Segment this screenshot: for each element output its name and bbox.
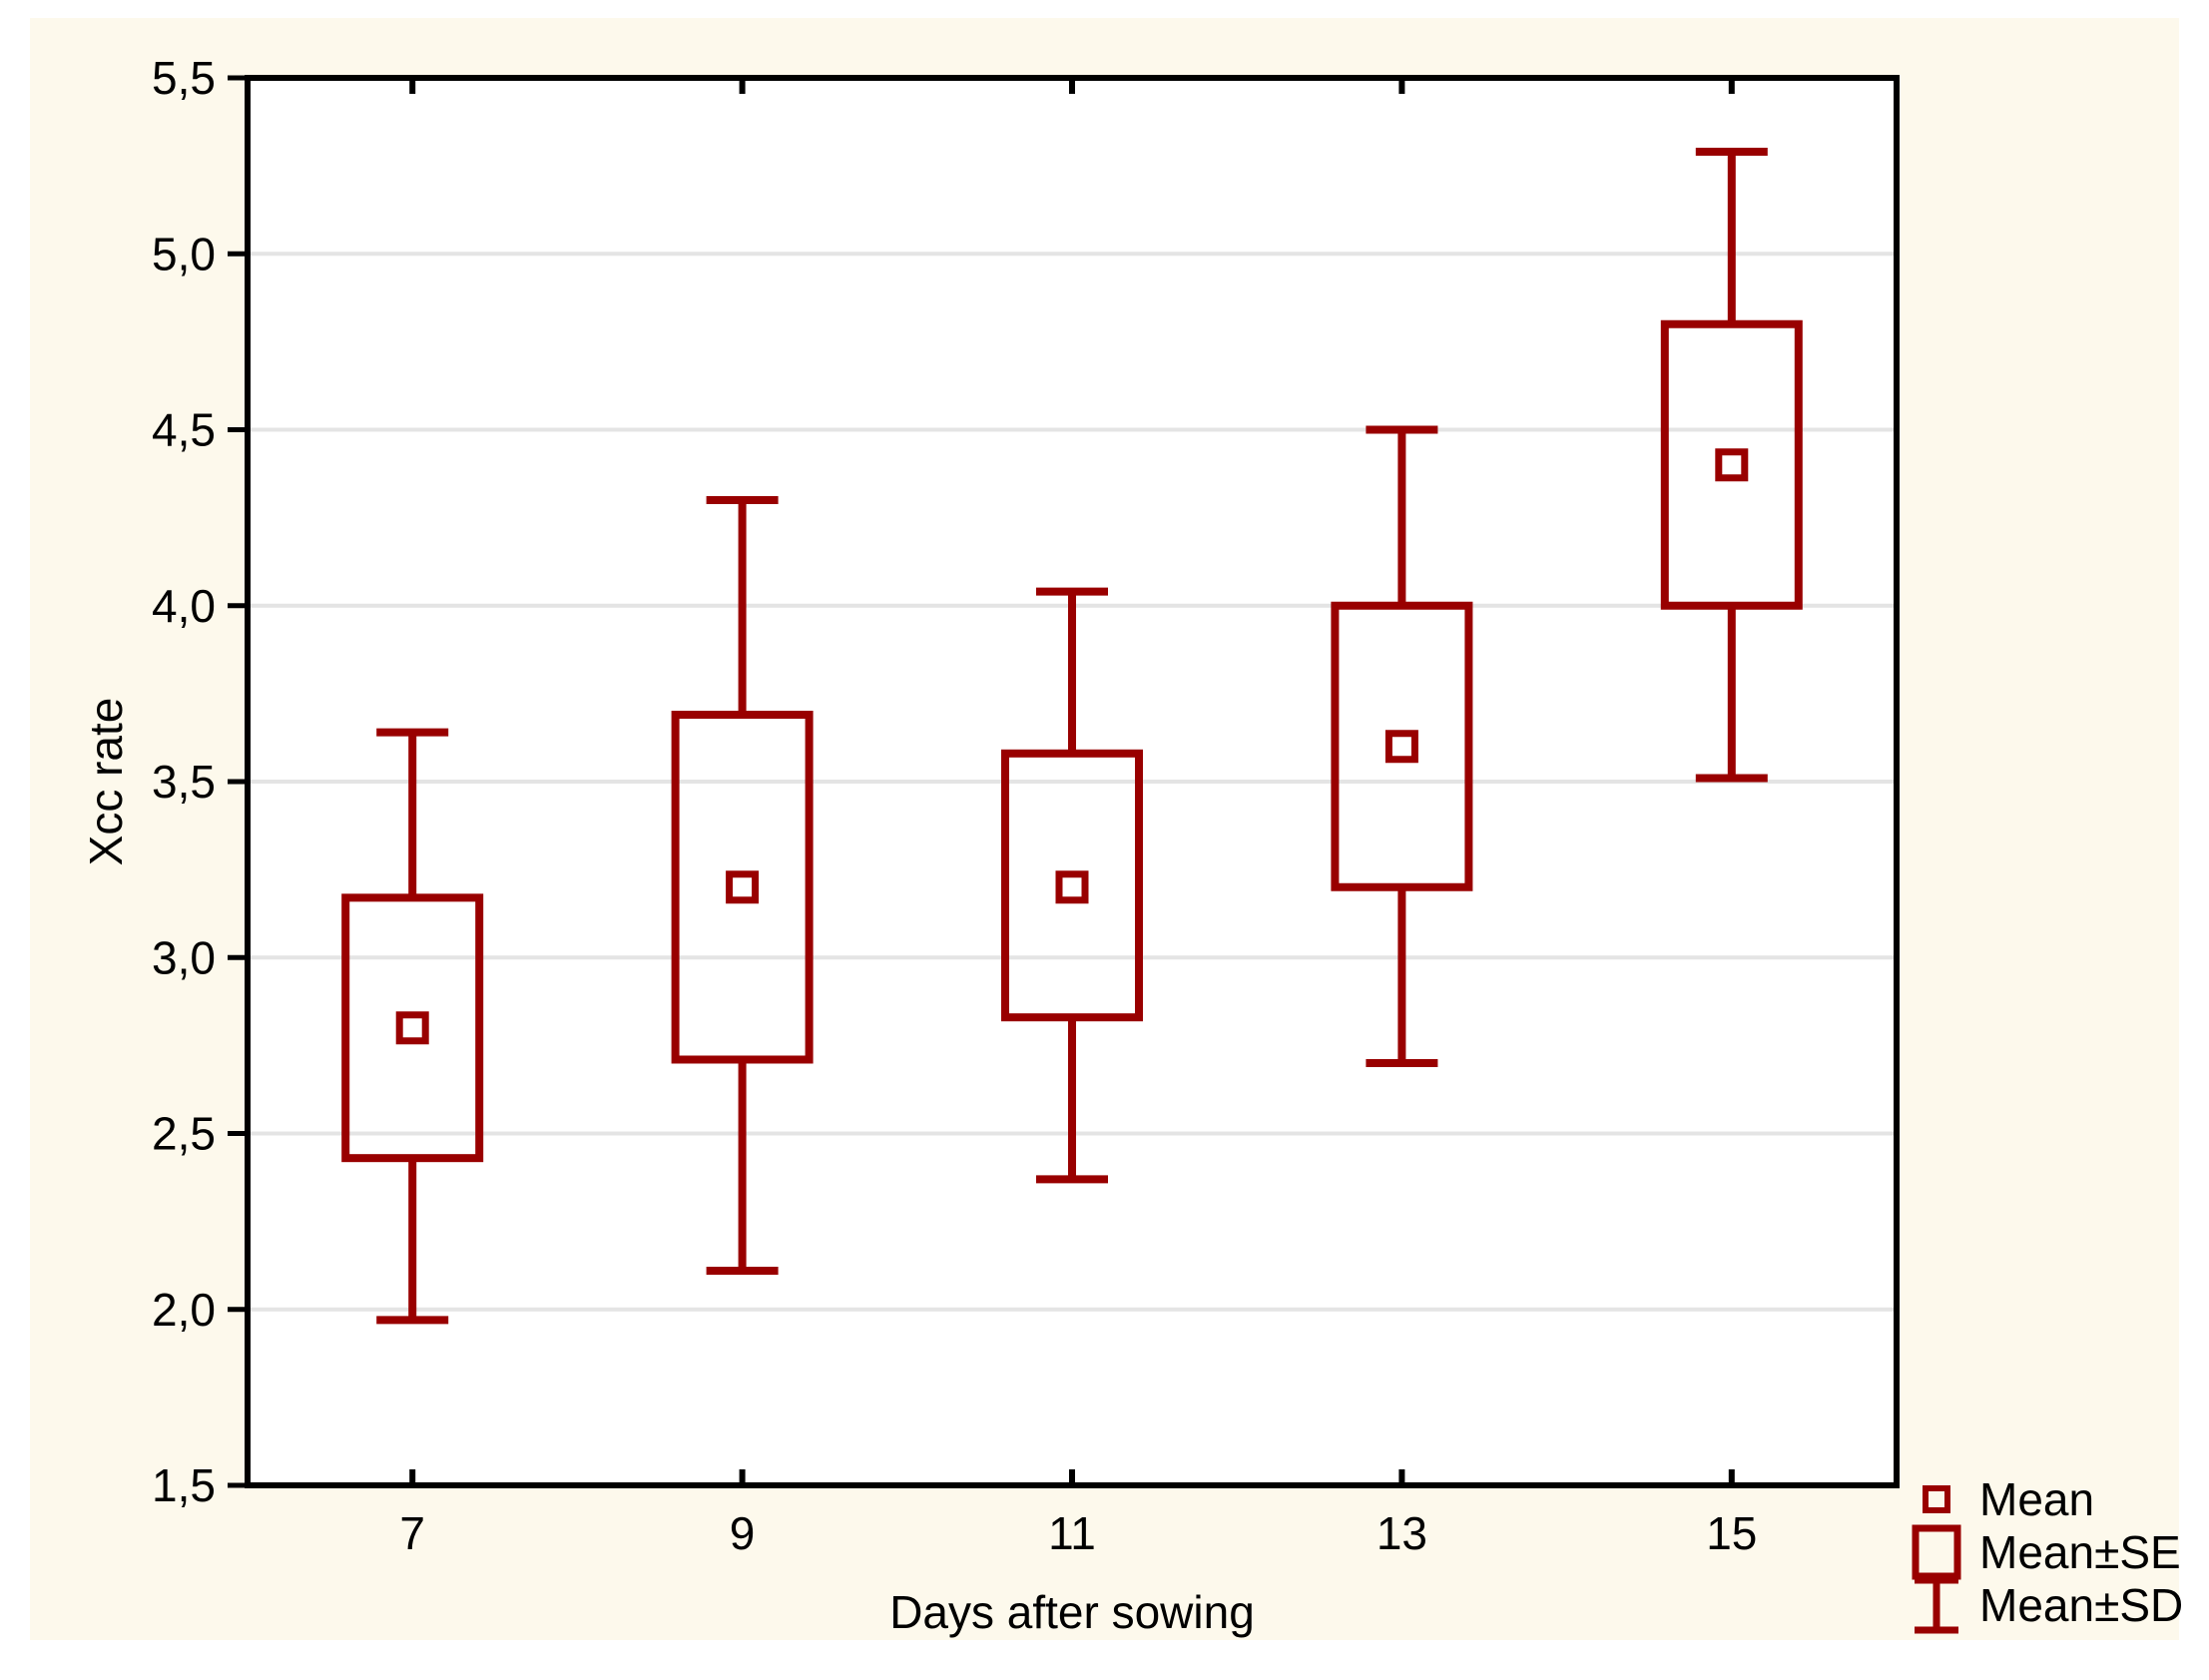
x-tick-label: 7 [399, 1507, 425, 1559]
x-tick-label: 11 [1048, 1507, 1096, 1559]
mean-square-icon [1910, 1484, 1963, 1514]
y-tick-label: 2,5 [152, 1108, 216, 1160]
y-tick-label: 5,0 [152, 228, 216, 280]
box-day-7-se-box [341, 893, 484, 1163]
box-day-11-mean-marker [1055, 870, 1089, 904]
y-tick-label: 5,5 [152, 52, 216, 104]
y-tick-label: 4,5 [152, 404, 216, 456]
figure-panel: 1,5 2,0 2,5 3,0 3,5 4,0 4,5 5,0 5,5 7 9 11 13 15 Days… [30, 18, 2183, 1640]
x-tick-label: 13 [1377, 1507, 1427, 1559]
box-day-11-se-box [1001, 749, 1143, 1022]
sd-whisker-icon [1910, 1574, 1963, 1636]
box-day-9-mean-marker [726, 870, 760, 904]
legend-label-mean: Mean [1979, 1473, 2095, 1525]
box-day-9-se-box [671, 711, 814, 1064]
y-tick-label: 3,5 [152, 756, 216, 808]
y-tick-label: 1,5 [152, 1459, 216, 1511]
y-tick-label: 3,0 [152, 931, 216, 983]
boxplot-chart: 1,5 2,0 2,5 3,0 3,5 4,0 4,5 5,0 5,5 7 9 11 13 15 [152, 52, 1900, 1559]
legend-item-mean: Mean [1910, 1472, 2094, 1526]
y-tick-label: 4,0 [152, 580, 216, 632]
box-day-13-se-box [1331, 601, 1473, 891]
box-day-13-mean-marker [1384, 730, 1418, 764]
box-day-15-se-box [1660, 319, 1803, 610]
y-tick-label: 2,0 [152, 1284, 216, 1336]
x-tick-label: 15 [1706, 1507, 1757, 1559]
legend-item-mean-sd: Mean±SD [1910, 1574, 2183, 1636]
legend-item-mean-se: Mean±SE [1910, 1523, 2181, 1581]
legend-label-mean-se: Mean±SE [1979, 1526, 2181, 1578]
box-day-15-mean-marker [1715, 448, 1749, 482]
plot-frame [245, 75, 1900, 1488]
x-tick-label: 9 [730, 1507, 756, 1559]
legend-label-mean-sd: Mean±SD [1979, 1579, 2184, 1631]
y-axis-title: Xcc rate [80, 697, 132, 866]
se-box-icon [1910, 1523, 1963, 1581]
box-day-7-mean-marker [395, 1011, 429, 1045]
x-axis-title: Days after sowing [889, 1586, 1255, 1638]
